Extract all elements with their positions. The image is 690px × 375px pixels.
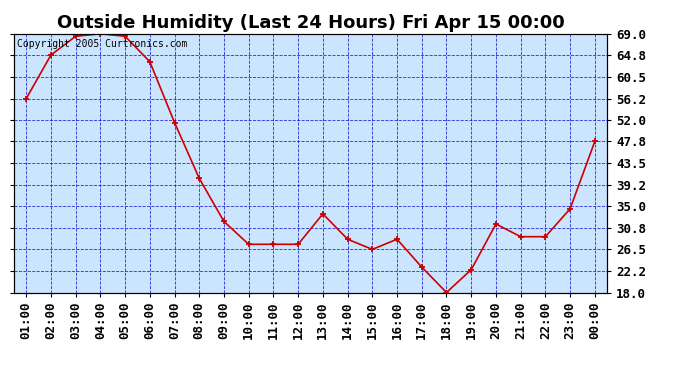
Text: Copyright 2005 Curtronics.com: Copyright 2005 Curtronics.com [17,39,187,49]
Title: Outside Humidity (Last 24 Hours) Fri Apr 15 00:00: Outside Humidity (Last 24 Hours) Fri Apr… [57,14,564,32]
